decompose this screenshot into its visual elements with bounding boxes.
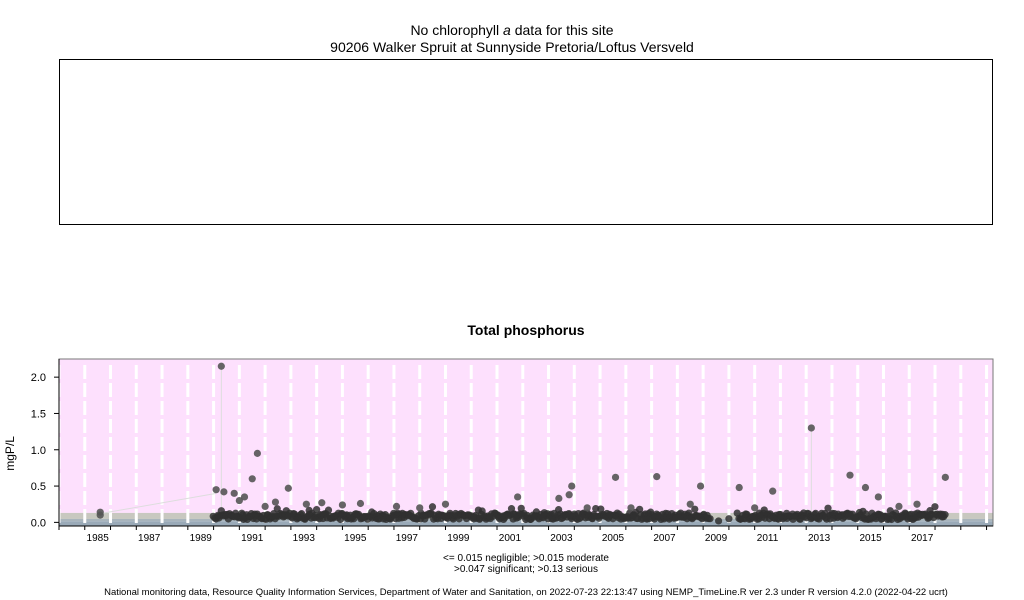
data-point: [230, 489, 238, 497]
data-point: [931, 503, 939, 511]
data-point: [318, 499, 326, 507]
x-tick-label: 1995: [344, 533, 367, 544]
data-point: [220, 488, 228, 496]
data-point: [555, 494, 563, 503]
chlorophyll-title: No chlorophyll a data for this site: [0, 22, 1024, 38]
x-tick-label: 1997: [396, 533, 419, 544]
x-tick-label: 2011: [757, 533, 779, 544]
data-point: [714, 517, 723, 525]
x-axis: 1985 1987 1989 1991 1993 1995 1997 1999 2001 2003…: [58, 525, 993, 544]
data-point: [861, 483, 870, 492]
x-tick-label: 2005: [602, 533, 625, 544]
x-tick-label: 2009: [705, 533, 728, 544]
data-point: [392, 502, 401, 510]
data-point: [941, 511, 949, 519]
x-tick-label: 1993: [293, 533, 316, 544]
x-tick-label: 1989: [190, 533, 213, 544]
data-point: [313, 505, 321, 514]
y-tick-label: 0.5: [31, 481, 46, 493]
connector-line: [100, 492, 217, 515]
data-point: [217, 362, 225, 370]
y-axis: 0.0 0.5 1.0 1.5 2.0: [31, 359, 60, 529]
data-point: [696, 482, 705, 490]
x-tick-label: 2007: [653, 533, 676, 544]
x-tick-label: 1987: [138, 533, 161, 544]
data-point: [583, 504, 591, 512]
footer-credit: National monitoring data, Resource Quali…: [104, 587, 948, 598]
data-point: [733, 509, 741, 517]
data-point: [235, 496, 243, 505]
data-point: [96, 511, 104, 519]
data-point: [428, 503, 437, 511]
data-point: [824, 504, 832, 512]
y-axis-label: mgP/L: [3, 436, 17, 471]
data-point: [735, 483, 743, 492]
year-gridlines: [57, 365, 989, 526]
data-point: [356, 499, 365, 508]
y-tick-label: 1.5: [31, 408, 46, 420]
threshold-bands: [59, 359, 993, 526]
data-point: [913, 500, 921, 508]
data-point: [261, 502, 269, 510]
data-point: [338, 501, 347, 509]
x-tick-label: 1985: [87, 533, 110, 544]
data-point: [691, 505, 699, 513]
chart-title: Total phosphorus: [467, 322, 585, 338]
data-point: [597, 505, 605, 513]
data-point: [751, 504, 759, 512]
negligible-band: [59, 521, 993, 526]
x-tick-label: 2015: [859, 533, 882, 544]
serious-band: [59, 359, 993, 513]
data-point: [302, 500, 310, 508]
legend-line-2: >0.047 significant; >0.13 serious: [454, 564, 598, 575]
data-point: [514, 493, 522, 501]
y-tick-label: 1.0: [31, 445, 46, 457]
data-point: [807, 424, 815, 432]
x-tick-label: 1999: [447, 533, 470, 544]
data-point: [416, 504, 424, 512]
y-tick-label: 2.0: [31, 372, 46, 384]
data-point: [284, 484, 292, 492]
legend-line-1: <= 0.015 negligible; >0.015 moderate: [443, 553, 609, 564]
data-point: [568, 482, 576, 490]
phosphorus-chart: 1985 1987 1989 1991 1993 1995 1997 1999 2001 2003…: [3, 358, 994, 544]
x-tick-label: 2013: [808, 533, 831, 544]
data-point: [212, 486, 220, 494]
data-point: [874, 493, 882, 501]
data-point: [611, 473, 620, 481]
data-point: [636, 505, 644, 513]
y-tick-label: 0.0: [31, 517, 46, 529]
site-name: 90206 Walker Spruit at Sunnyside Pretori…: [330, 39, 694, 55]
x-tick-label: 1991: [241, 533, 264, 544]
data-point: [324, 506, 333, 514]
data-point: [565, 491, 573, 499]
data-point: [941, 473, 949, 481]
data-point: [653, 473, 661, 481]
chlorophyll-empty-plot: [59, 59, 993, 225]
chlorophyll-title-italic: a: [503, 22, 511, 38]
data-point: [248, 475, 256, 483]
data-point: [253, 449, 261, 457]
data-point: [706, 515, 714, 523]
x-tick-label: 2003: [550, 533, 573, 544]
x-tick-label: 2001: [499, 533, 522, 544]
data-point: [725, 515, 733, 523]
data-point: [686, 500, 694, 508]
data-point: [769, 487, 777, 495]
data-point: [240, 493, 249, 501]
data-point: [846, 471, 854, 479]
x-tick-label: 2017: [911, 533, 934, 544]
data-points: [96, 362, 949, 525]
data-point: [627, 504, 635, 512]
chlorophyll-title-suffix: data for this site: [510, 22, 614, 38]
chlorophyll-title-prefix: No chlorophyll: [410, 22, 504, 38]
data-point: [895, 502, 903, 510]
data-point: [441, 500, 450, 508]
data-point: [271, 498, 280, 506]
